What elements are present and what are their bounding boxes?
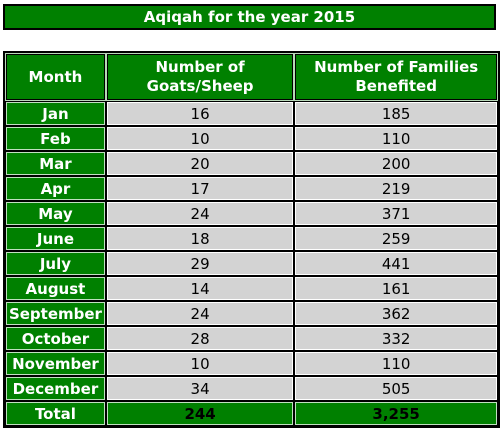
total-label: Total <box>5 401 106 426</box>
families-cell: 362 <box>294 301 498 326</box>
month-cell: Feb <box>5 126 106 151</box>
month-cell: Apr <box>5 176 106 201</box>
month-cell: May <box>5 201 106 226</box>
goats-cell: 10 <box>105 351 295 376</box>
goats-cell: 14 <box>105 276 295 301</box>
goats-cell: 29 <box>105 251 295 276</box>
table-row: August 14 161 <box>5 276 498 301</box>
families-cell: 161 <box>294 276 498 301</box>
month-cell: October <box>5 326 106 351</box>
month-cell: July <box>5 251 106 276</box>
goats-cell: 18 <box>105 226 295 251</box>
families-cell: 185 <box>294 101 498 126</box>
table-row: July 29 441 <box>5 251 498 276</box>
goats-cell: 24 <box>105 201 295 226</box>
families-cell: 200 <box>294 151 498 176</box>
families-cell: 441 <box>294 251 498 276</box>
families-cell: 110 <box>294 126 498 151</box>
table-row: December 34 505 <box>5 376 498 401</box>
month-cell: November <box>5 351 106 376</box>
total-row: Total 244 3,255 <box>5 401 498 426</box>
goats-cell: 10 <box>105 126 295 151</box>
month-cell: June <box>5 226 106 251</box>
families-cell: 505 <box>294 376 498 401</box>
goats-cell: 20 <box>105 151 295 176</box>
families-cell: 219 <box>294 176 498 201</box>
table-row: Jan 16 185 <box>5 101 498 126</box>
total-goats: 244 <box>105 401 295 426</box>
families-cell: 110 <box>294 351 498 376</box>
table-row: Feb 10 110 <box>5 126 498 151</box>
goats-cell: 28 <box>105 326 295 351</box>
header-row: Month Number of Goats/Sheep Number of Fam… <box>5 53 498 101</box>
families-cell: 332 <box>294 326 498 351</box>
table-row: November 10 110 <box>5 351 498 376</box>
families-cell: 259 <box>294 226 498 251</box>
month-cell: December <box>5 376 106 401</box>
month-cell: Mar <box>5 151 106 176</box>
table-row: Mar 20 200 <box>5 151 498 176</box>
aqiqah-table: Month Number of Goats/Sheep Number of Fam… <box>3 51 500 428</box>
table-row: October 28 332 <box>5 326 498 351</box>
table-row: June 18 259 <box>5 226 498 251</box>
header-goats: Number of Goats/Sheep <box>105 53 295 101</box>
goats-cell: 34 <box>105 376 295 401</box>
header-families: Number of Families Benefited <box>294 53 498 101</box>
table-title: Aqiqah for the year 2015 <box>3 4 496 30</box>
goats-cell: 17 <box>105 176 295 201</box>
month-cell: September <box>5 301 106 326</box>
goats-cell: 16 <box>105 101 295 126</box>
families-cell: 371 <box>294 201 498 226</box>
goats-cell: 24 <box>105 301 295 326</box>
header-month: Month <box>5 53 106 101</box>
table-row: May 24 371 <box>5 201 498 226</box>
month-cell: August <box>5 276 106 301</box>
month-cell: Jan <box>5 101 106 126</box>
table-row: Apr 17 219 <box>5 176 498 201</box>
total-families: 3,255 <box>294 401 498 426</box>
table-row: September 24 362 <box>5 301 498 326</box>
